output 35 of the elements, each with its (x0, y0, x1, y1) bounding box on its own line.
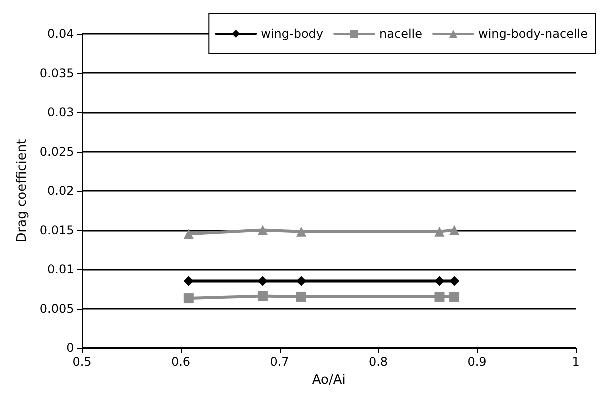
y-tick-label: 0.025 (40, 144, 74, 159)
point (258, 225, 268, 236)
y-tick-label: 0.015 (40, 223, 74, 238)
point (450, 225, 460, 236)
point (184, 229, 194, 240)
y-tick-label: 0.03 (48, 106, 74, 120)
y-axis-title: Drag coefficient (15, 139, 30, 243)
legend-label: nacelle (380, 27, 423, 41)
x-tick-label: 0.8 (368, 355, 388, 369)
point (184, 276, 194, 286)
y-tick-label: 0.005 (40, 302, 74, 316)
point (296, 276, 306, 286)
x-axis-title: Ao/Ai (312, 373, 346, 388)
x-tick-label: 0.9 (468, 355, 487, 369)
point (450, 276, 460, 286)
x-tick-label: 1 (572, 355, 580, 369)
legend-label: wing-body (261, 27, 324, 41)
x-tick-label: 0.7 (270, 355, 290, 369)
point (434, 276, 445, 286)
point (258, 276, 268, 286)
y-tick-label: 0.02 (48, 184, 74, 198)
x-tick-label: 0.6 (171, 355, 191, 369)
y-tick-label: 0.04 (48, 27, 74, 41)
point (450, 292, 460, 302)
y-tick-label: 0 (66, 341, 74, 355)
legend-label: wing-body-nacelle (478, 27, 588, 41)
point (434, 226, 445, 237)
y-tick-label: 0.01 (48, 262, 74, 276)
x-tick-label: 0.5 (72, 355, 92, 369)
y-tick-label: 0.035 (40, 66, 74, 80)
point (184, 294, 194, 304)
point (296, 226, 306, 237)
point (434, 292, 445, 302)
point (258, 291, 268, 302)
point (296, 292, 306, 302)
